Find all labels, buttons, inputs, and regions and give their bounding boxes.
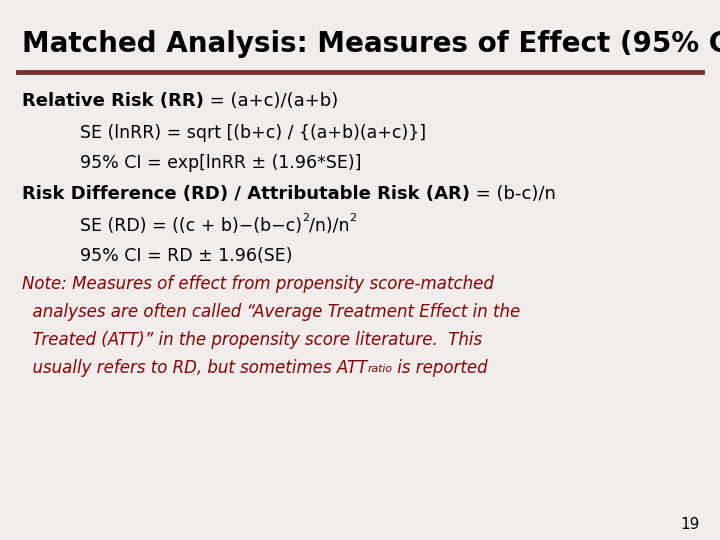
Text: 2: 2 bbox=[302, 213, 309, 223]
Text: Note: Measures of effect from propensity score-matched: Note: Measures of effect from propensity… bbox=[22, 275, 494, 293]
Text: usually refers to RD, but sometimes ATT: usually refers to RD, but sometimes ATT bbox=[22, 359, 367, 377]
Text: Relative Risk (RR): Relative Risk (RR) bbox=[22, 92, 204, 110]
Text: Matched Analysis: Measures of Effect (95% CI): Matched Analysis: Measures of Effect (95… bbox=[22, 30, 720, 58]
Text: SE (RD) = ((c + b)−(b−c): SE (RD) = ((c + b)−(b−c) bbox=[80, 217, 302, 235]
Text: SE (lnRR) = sqrt [(b+c) / {(a+b)(a+c)}]: SE (lnRR) = sqrt [(b+c) / {(a+b)(a+c)}] bbox=[80, 124, 426, 142]
Text: = (a+c)/(a+b): = (a+c)/(a+b) bbox=[204, 92, 338, 110]
Text: 95% CI = RD ± 1.96(SE): 95% CI = RD ± 1.96(SE) bbox=[80, 247, 292, 265]
Text: Risk Difference (RD) / Attributable Risk (AR): Risk Difference (RD) / Attributable Risk… bbox=[22, 185, 470, 203]
Text: is reported: is reported bbox=[392, 359, 488, 377]
Text: analyses are often called “Average Treatment Effect in the: analyses are often called “Average Treat… bbox=[22, 303, 521, 321]
Text: 2: 2 bbox=[350, 213, 356, 223]
Text: = (b-c)/n: = (b-c)/n bbox=[470, 185, 556, 203]
Text: 95% CI = exp[lnRR ± (1.96*SE)]: 95% CI = exp[lnRR ± (1.96*SE)] bbox=[80, 154, 361, 172]
Text: Treated (ATT)” in the propensity score literature.  This: Treated (ATT)” in the propensity score l… bbox=[22, 331, 482, 349]
Text: /n)/n: /n)/n bbox=[309, 217, 350, 235]
Text: 19: 19 bbox=[680, 517, 700, 532]
Text: ratio: ratio bbox=[367, 364, 392, 374]
